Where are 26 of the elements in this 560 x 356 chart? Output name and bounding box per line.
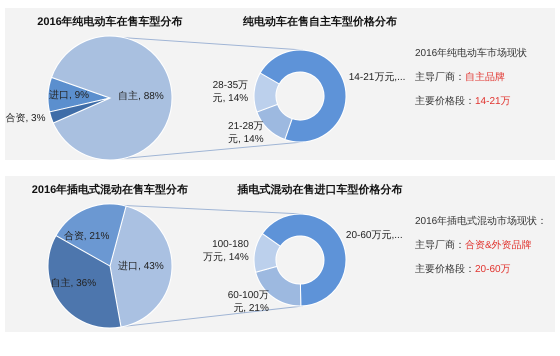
slice-label: 自主, 88%: [118, 90, 164, 103]
chart-title: 2016年纯电动车在售车型分布: [37, 14, 183, 29]
text: 主导厂商：: [415, 72, 465, 83]
text: 20-60万: [475, 264, 511, 275]
slice-label: 20-60万元,...: [346, 228, 403, 242]
chart-title: 2016年插电式混动在售车型分布: [32, 182, 188, 197]
slice-label: 合资, 3%: [5, 112, 46, 126]
chart-title: 插电式混动在售进口车型价格分布: [238, 182, 402, 197]
text: 2016年纯电动车市场现状: [415, 46, 528, 60]
slice-label: 自主, 36%: [50, 276, 96, 290]
slice-label: 28-35万元, 14%: [212, 78, 248, 105]
text: 14-21万: [475, 96, 511, 107]
chart-title: 纯电动车在售自主车型价格分布: [243, 14, 397, 29]
text: 合资&外资品牌: [465, 240, 532, 251]
slice-label: 100-180万元, 14%: [202, 238, 249, 264]
text: 主要价格段：: [415, 96, 475, 107]
text: 2016年插电式混动市场现状：: [415, 214, 548, 228]
text: 主导厂商：: [415, 240, 465, 251]
text: 自主品牌: [465, 72, 505, 83]
slice-label: 14-21万元,...: [348, 70, 406, 84]
slice-label: 60-100万元, 21%: [226, 288, 269, 315]
slice-label: 21-28万元, 14%: [227, 120, 264, 146]
slice-label: 合资, 21%: [64, 230, 110, 244]
slice-label: 进口, 9%: [49, 89, 90, 102]
text: 主要价格段：: [415, 264, 475, 275]
slice-label: 进口, 43%: [118, 260, 164, 274]
